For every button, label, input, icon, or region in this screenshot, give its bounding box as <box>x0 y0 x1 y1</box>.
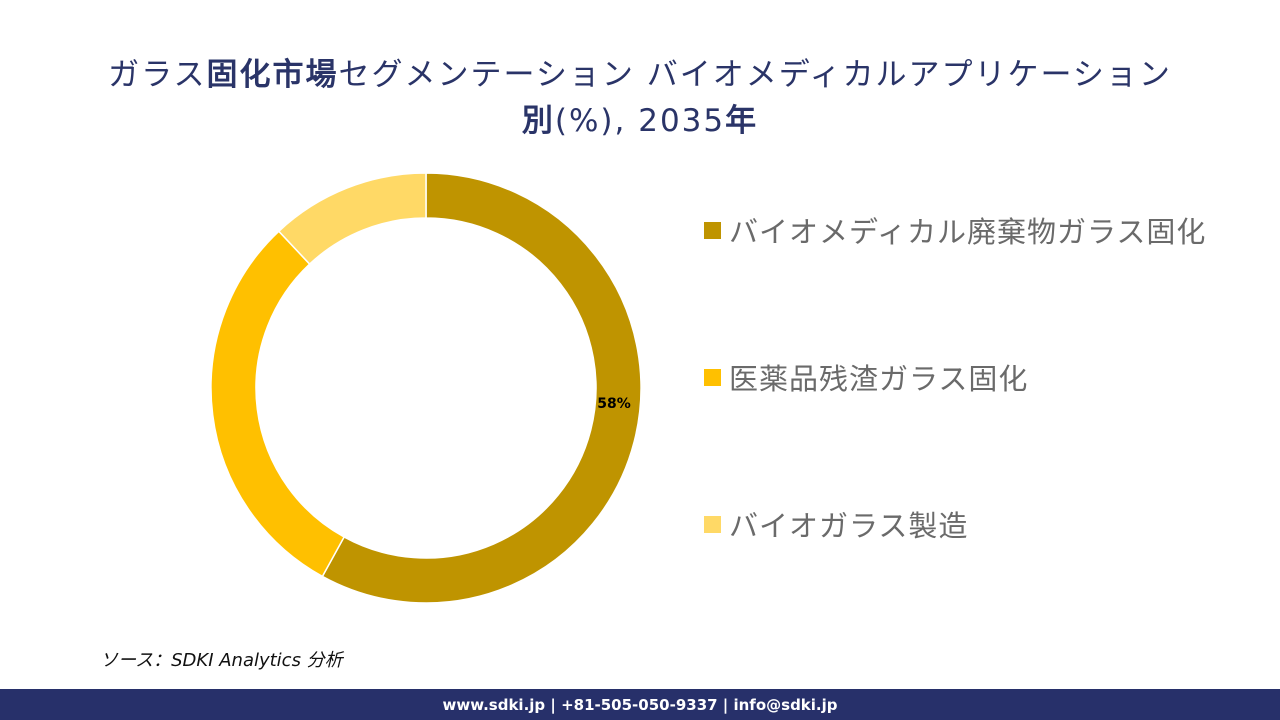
chart-title: ガラス固化市場セグメンテーション バイオメディカルアプリケーション 別(%), … <box>20 52 1260 144</box>
legend-label-biomedical-waste: バイオメディカル廃棄物ガラス固化 <box>729 215 1207 249</box>
donut-slice-label-0: 58% <box>597 396 631 412</box>
donut-slice-2 <box>277 172 427 266</box>
legend-label-bioglass: バイオガラス製造 <box>729 509 969 543</box>
donut-slice-0 <box>321 172 642 604</box>
title-part-2: 固化市場 <box>206 57 339 93</box>
donut-chart: 58% <box>210 172 642 604</box>
legend-item-bioglass: バイオガラス製造 <box>704 504 968 544</box>
legend-item-biomedical-waste: バイオメディカル廃棄物ガラス固化 <box>704 210 1206 250</box>
footer-bar: www.sdki.jp | +81-505-050-9337 | info@sd… <box>0 689 1280 720</box>
title-part-5: (%), 2035 <box>554 103 726 139</box>
title-part-3: セグメンテーション バイオメディカルアプリケーション <box>338 57 1172 93</box>
donut-slices <box>210 172 642 604</box>
legend-swatch-bioglass <box>704 515 721 533</box>
title-part-4: 別 <box>521 103 555 139</box>
legend-swatch-pharma-residue <box>704 368 721 386</box>
footer-contact-text[interactable]: www.sdki.jp | +81-505-050-9337 | info@sd… <box>442 695 838 714</box>
donut-slice-1 <box>210 230 346 578</box>
source-note: ソース：SDKI Analytics 分析 <box>100 650 343 671</box>
title-part-6: 年 <box>725 103 759 139</box>
legend-label-pharma-residue: 医薬品残渣ガラス固化 <box>729 362 1029 396</box>
legend-swatch-biomedical-waste <box>704 221 721 239</box>
donut-slice-labels: 58% <box>597 396 631 412</box>
legend-item-pharma-residue: 医薬品残渣ガラス固化 <box>704 357 1028 397</box>
title-part-1: ガラス <box>108 57 207 93</box>
